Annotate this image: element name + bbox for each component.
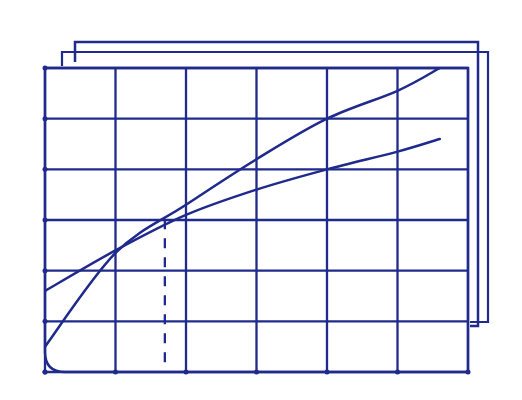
chart-root [0, 0, 522, 400]
tick-mark [43, 370, 48, 375]
back-sheet [62, 52, 488, 322]
grid-line-y [45, 320, 468, 322]
tick-mark [43, 370, 48, 375]
tick-mark [43, 218, 48, 223]
grid-line-y [45, 219, 468, 221]
grid-line-y [45, 371, 468, 373]
plot-area [45, 68, 440, 372]
grid-line-y [45, 270, 468, 272]
tick-mark [43, 116, 48, 121]
plot-frame [45, 68, 468, 372]
tick-mark [43, 167, 48, 172]
series-line [45, 68, 440, 347]
tick-mark [43, 66, 48, 71]
grid-line-y [45, 118, 468, 120]
grid-line-y [45, 67, 468, 69]
chart-svg [0, 0, 522, 400]
tick-mark [43, 268, 48, 273]
series-line [45, 139, 440, 291]
reference-line [164, 219, 166, 372]
tick-mark [43, 319, 48, 324]
grid-line-y [45, 168, 468, 170]
